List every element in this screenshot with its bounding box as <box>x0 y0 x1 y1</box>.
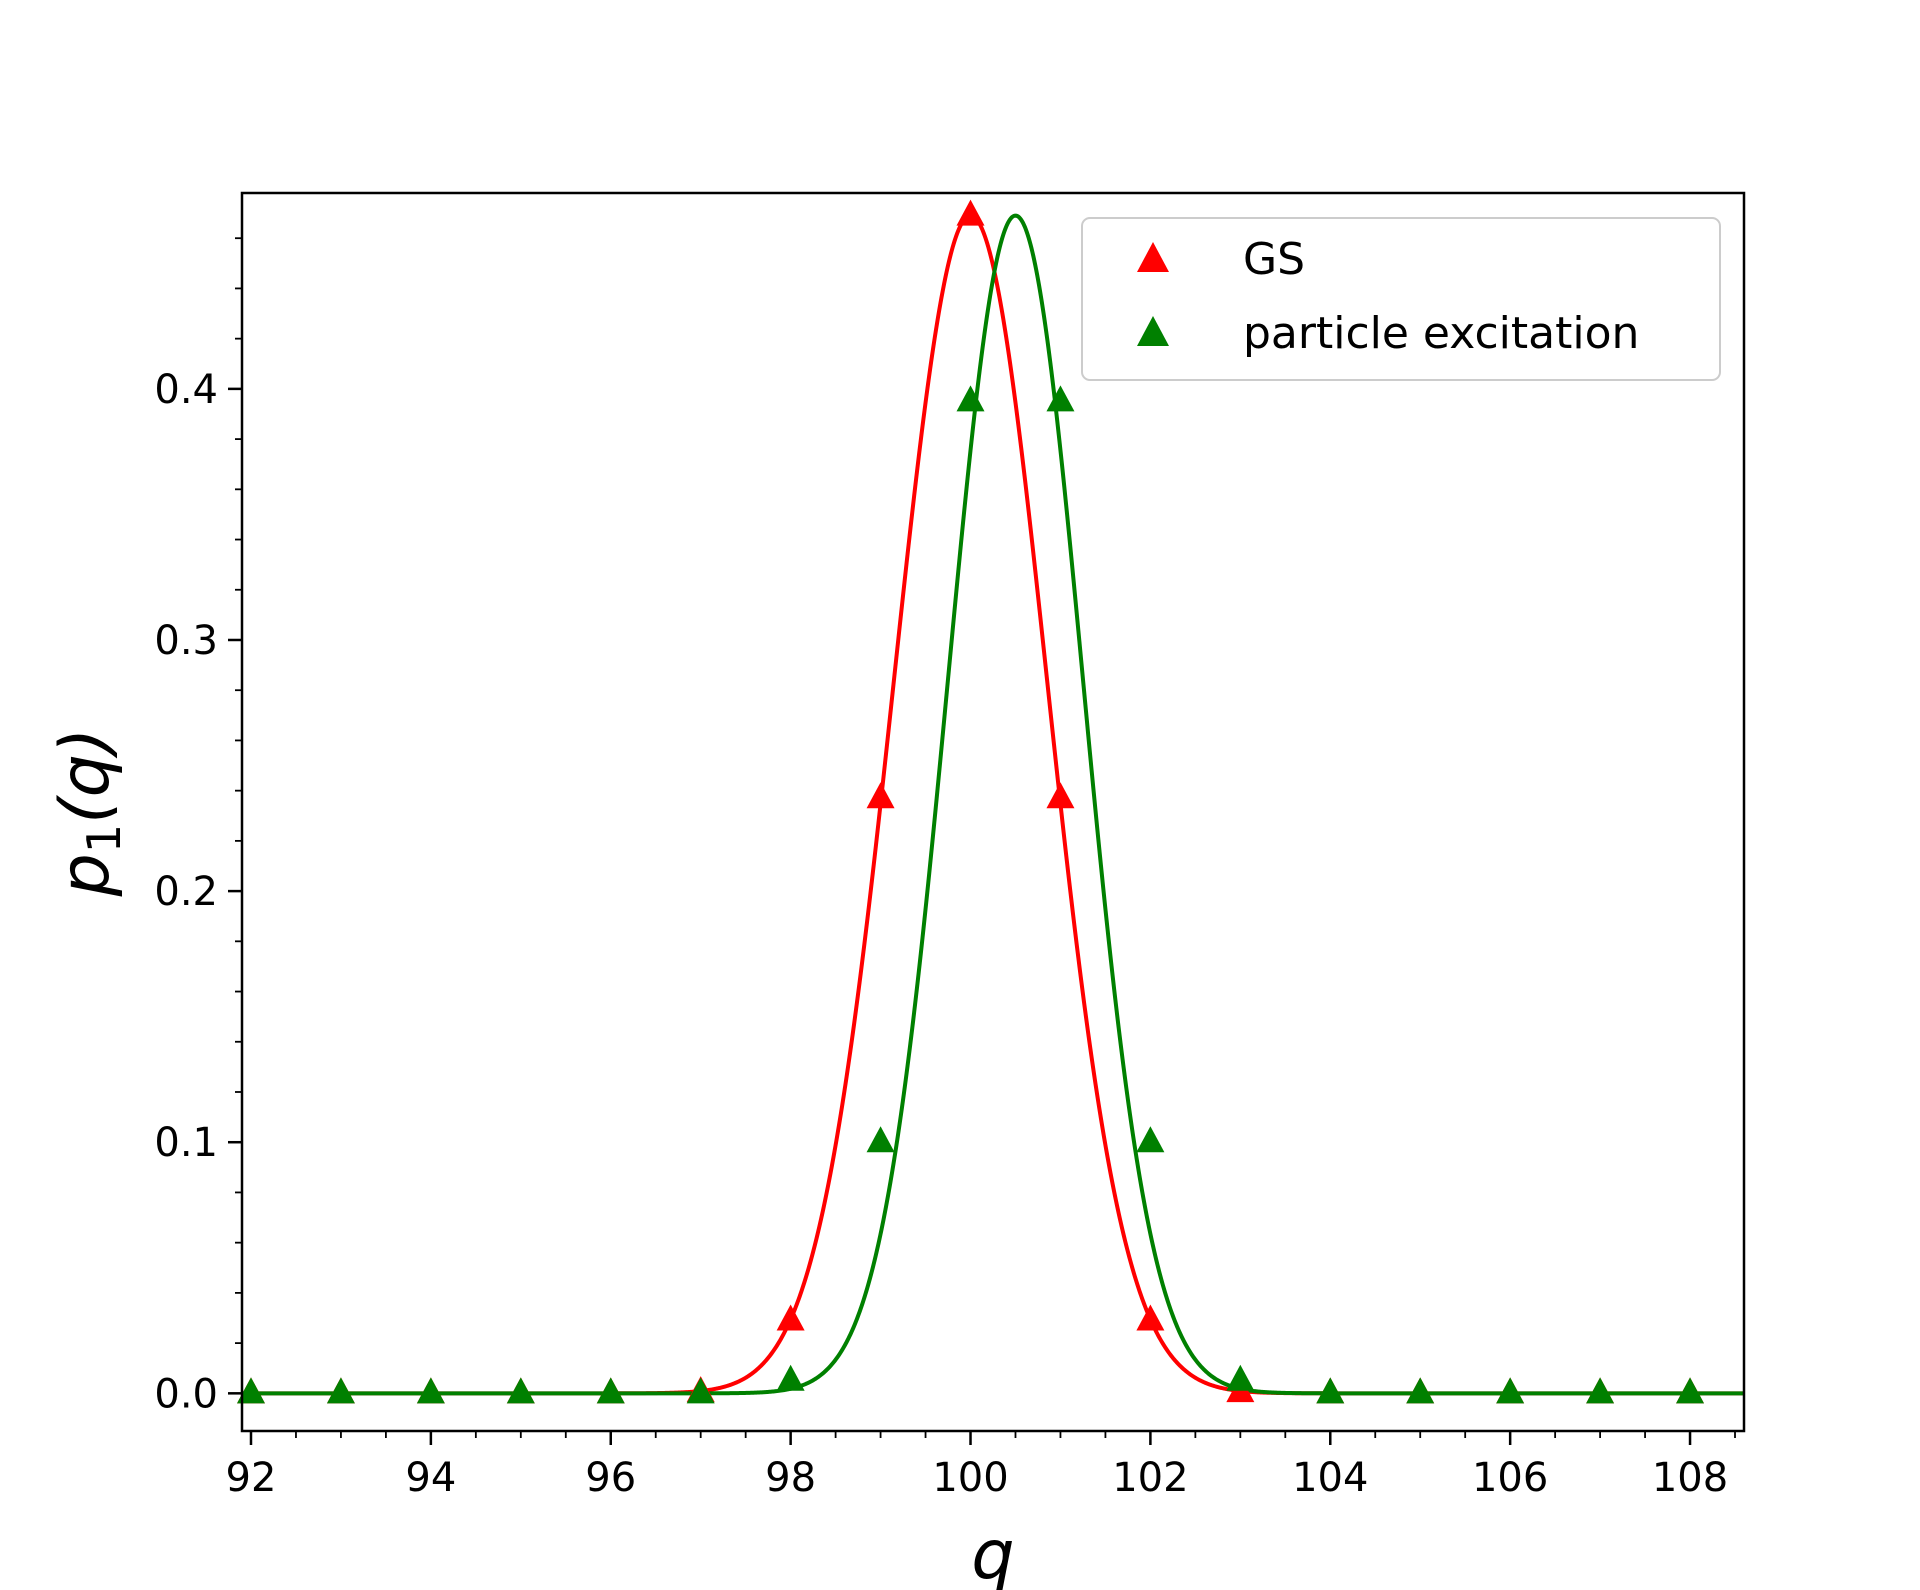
series-1-marker <box>326 1377 355 1404</box>
series-0-marker <box>866 782 895 809</box>
series-line-0 <box>242 213 1744 1396</box>
series-1-marker <box>866 1126 895 1153</box>
y-axis-label-subscript: 1 <box>77 824 131 853</box>
series-layer <box>242 213 1744 1396</box>
series-1-marker <box>956 385 985 412</box>
series-1-marker <box>1586 1377 1615 1404</box>
series-1-marker <box>416 1377 445 1404</box>
x-axis: 92 94 96 98 100 102 104 106 108 <box>226 1431 1728 1501</box>
y-tick-label: 0.3 <box>154 618 218 664</box>
plot-frame <box>240 191 1746 1433</box>
series-1-marker <box>1676 1377 1705 1404</box>
x-tick-label: 102 <box>1112 1455 1188 1501</box>
legend-frame <box>1081 217 1721 381</box>
legend-marker-gs <box>1137 242 1169 272</box>
y-axis-label-main: p <box>46 853 125 897</box>
x-tick-label: 92 <box>226 1455 277 1501</box>
legend-marker-particle-excitation <box>1137 316 1169 346</box>
series-0-marker <box>1136 1304 1165 1331</box>
x-axis-label: q <box>971 1516 1014 1590</box>
series-1-marker <box>1226 1364 1255 1391</box>
series-1-marker <box>776 1364 805 1391</box>
minor-ticks <box>235 237 1736 1438</box>
x-tick-label: 94 <box>405 1455 456 1501</box>
y-tick-label: 0.1 <box>154 1120 218 1166</box>
series-0-marker <box>776 1304 805 1331</box>
y-axis-label-argument: (q) <box>46 728 125 824</box>
x-tick-label: 98 <box>765 1455 816 1501</box>
y-tick-label: 0.4 <box>154 367 218 413</box>
y-axis-label: p1(q) <box>46 728 131 898</box>
series-1-marker <box>1406 1377 1435 1404</box>
series-1-marker <box>1136 1126 1165 1153</box>
x-tick-label: 106 <box>1472 1455 1548 1501</box>
x-tick-label: 104 <box>1292 1455 1368 1501</box>
series-1-marker <box>1316 1377 1345 1404</box>
legend-label-particle-excitation: particle excitation <box>1243 308 1639 359</box>
x-tick-label: 96 <box>585 1455 636 1501</box>
marker-layer <box>236 199 1705 1404</box>
legend: GS particle excitation <box>1081 217 1721 381</box>
svg-text:p1(q): p1(q) <box>46 728 131 898</box>
series-1-marker <box>1046 385 1075 412</box>
y-tick-label: 0.2 <box>154 869 218 915</box>
series-1-marker <box>506 1377 535 1404</box>
y-axis: 0.0 0.1 0.2 0.3 0.4 <box>154 367 242 1417</box>
series-1-marker <box>236 1377 265 1404</box>
series-1-marker <box>686 1377 715 1404</box>
legend-label-gs: GS <box>1243 234 1305 285</box>
series-line-1 <box>242 213 1744 1396</box>
x-tick-label: 100 <box>932 1455 1008 1501</box>
series-1-marker <box>1496 1377 1525 1404</box>
x-tick-label: 108 <box>1652 1455 1728 1501</box>
series-0-marker <box>956 199 985 226</box>
y-tick-label: 0.0 <box>154 1371 218 1417</box>
series-0-marker <box>1046 782 1075 809</box>
series-1-marker <box>596 1377 625 1404</box>
